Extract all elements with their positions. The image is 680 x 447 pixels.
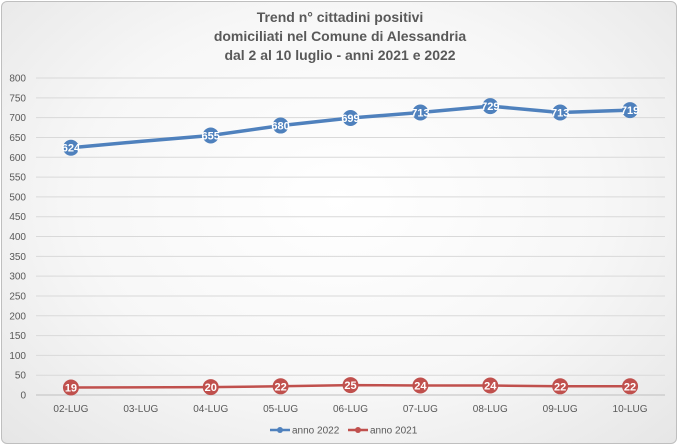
chart-title-line-1: Trend n° cittadini positivi: [256, 9, 424, 25]
y-tick-label: 550: [9, 173, 26, 184]
y-tick-label: 250: [9, 291, 26, 302]
plot-area: 624 655 680 699 713 729 713 719 19 20 22 25 24 24 22 22: [62, 98, 639, 396]
data-point: [62, 379, 79, 396]
x-tick-label: 02-LUG: [53, 404, 88, 415]
data-point: [552, 104, 569, 121]
legend-label: anno 2021: [370, 426, 418, 437]
y-tick-label: 600: [9, 153, 26, 164]
legend: anno 2022 anno 2021: [270, 426, 418, 437]
data-point: [342, 377, 359, 394]
x-tick-label: 08-LUG: [473, 404, 508, 415]
data-label: 22: [274, 381, 286, 393]
legend-marker: [277, 427, 283, 433]
data-label: 22: [554, 381, 566, 393]
legend-marker: [355, 427, 361, 433]
x-axis: 02-LUG 03-LUG 04-LUG 05-LUG 06-LUG 07-LUG 08-L…: [53, 404, 647, 415]
chart-title-line-2: domiciliati nel Comune di Alessandria: [213, 28, 467, 44]
y-axis: 0 50 100 150 200 250 300 350 400 450 500 550 600 650 7…: [9, 74, 26, 402]
y-tick-label: 400: [9, 232, 26, 243]
data-label: 24: [414, 380, 427, 392]
y-tick-label: 500: [9, 192, 26, 203]
x-tick-label: 09-LUG: [543, 404, 578, 415]
data-point: [342, 110, 359, 127]
chart-title: Trend n° cittadini positivi domiciliati …: [0, 8, 680, 65]
legend-label: anno 2022: [292, 426, 340, 437]
y-tick-label: 450: [9, 212, 26, 223]
data-label: 713: [411, 107, 429, 119]
y-tick-label: 200: [9, 311, 26, 322]
data-label: 25: [344, 380, 356, 392]
x-tick-label: 03-LUG: [123, 404, 158, 415]
y-tick-label: 650: [9, 133, 26, 144]
gridlines: [36, 77, 665, 396]
data-label: 719: [621, 105, 639, 117]
y-tick-label: 150: [9, 331, 26, 342]
data-point: [482, 98, 499, 115]
data-label: 713: [551, 107, 569, 119]
data-label: 624: [62, 143, 81, 155]
data-point: [272, 117, 289, 134]
y-tick-label: 800: [9, 74, 26, 85]
x-tick-label: 07-LUG: [403, 404, 438, 415]
data-point: [482, 377, 499, 394]
data-point: [202, 127, 219, 144]
data-label: 19: [65, 382, 77, 394]
data-point: [412, 377, 429, 394]
y-tick-label: 350: [9, 252, 26, 263]
data-label: 680: [271, 121, 289, 133]
data-point: [622, 102, 639, 119]
data-point: [622, 378, 639, 395]
data-point: [412, 104, 429, 121]
y-tick-label: 750: [9, 93, 26, 104]
y-tick-label: 700: [9, 113, 26, 124]
y-tick-label: 300: [9, 272, 26, 283]
data-point: [62, 139, 79, 156]
data-label: 22: [624, 381, 636, 393]
data-label: 655: [202, 130, 220, 142]
data-point: [202, 379, 219, 396]
chart-title-line-3: dal 2 al 10 luglio - anni 2021 e 2022: [224, 47, 456, 63]
y-tick-label: 0: [20, 391, 26, 402]
data-label: 24: [484, 380, 497, 392]
series-line: [69, 383, 632, 389]
data-label: 20: [205, 382, 217, 394]
data-label: 729: [481, 101, 499, 113]
y-tick-label: 100: [9, 351, 26, 362]
data-point: [552, 378, 569, 395]
x-tick-label: 04-LUG: [193, 404, 228, 415]
x-tick-label: 10-LUG: [613, 404, 648, 415]
x-tick-label: 05-LUG: [263, 404, 298, 415]
data-point: [272, 378, 289, 395]
data-label: 699: [341, 113, 359, 125]
x-tick-label: 06-LUG: [333, 404, 368, 415]
y-tick-label: 50: [15, 371, 27, 382]
